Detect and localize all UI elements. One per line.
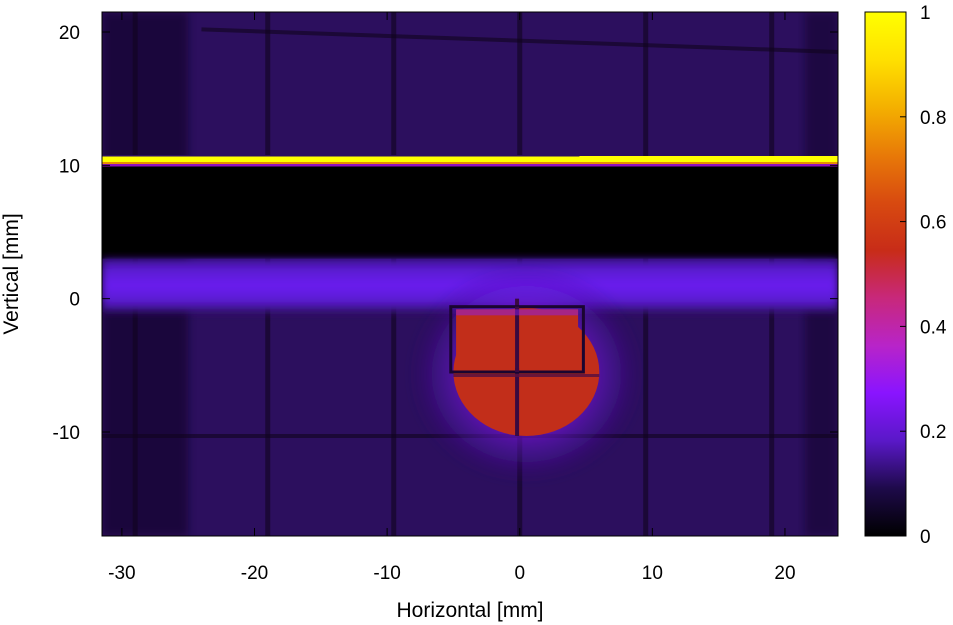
hot-spot-upper-glow xyxy=(456,309,579,316)
plot-border xyxy=(101,11,839,537)
y-tick-label-2: 10 xyxy=(59,156,80,177)
colorbar-tick-label-0: 0 xyxy=(920,527,931,548)
beam-line-lower-edge xyxy=(102,162,838,164)
hot-spot-horizontal-split xyxy=(453,374,600,377)
beam-line-halo xyxy=(102,164,838,167)
beam-line-step xyxy=(102,155,580,157)
x-tick-label-1: -20 xyxy=(241,563,268,584)
colorbar-tick-label-1: 0.2 xyxy=(920,422,946,443)
beam-line xyxy=(102,156,838,164)
colorbar-tick-label-5: 1 xyxy=(920,3,931,24)
y-tick-label-3: 20 xyxy=(59,23,80,44)
plot-frame xyxy=(101,11,839,537)
colorbar-tick-label-4: 0.8 xyxy=(920,108,946,129)
x-tick-label-5: 20 xyxy=(774,563,795,584)
y-tick-label-1: 0 xyxy=(69,290,80,311)
x-tick-label-4: 10 xyxy=(642,563,663,584)
x-tick-label-3: 0 xyxy=(514,563,525,584)
grid-shadow-slanted xyxy=(201,27,838,54)
y-tick-label-0: -10 xyxy=(53,423,80,444)
plot-area xyxy=(102,12,838,536)
colorbar-tick-label-3: 0.6 xyxy=(920,213,946,234)
x-tick-label-0: -30 xyxy=(108,563,135,584)
dark-band xyxy=(102,165,838,259)
axis-ticks: -30 -20 -10 0 10 20 -10 0 10 20 xyxy=(53,12,838,584)
colorbar-gradient xyxy=(864,11,907,537)
x-tick-label-2: -10 xyxy=(373,563,400,584)
colorbar-tick-label-2: 0.4 xyxy=(920,317,947,338)
colorbar: 0 0.2 0.4 0.6 0.8 1 xyxy=(864,3,947,548)
y-axis-label: Vertical [mm] xyxy=(0,213,23,334)
hot-spot-upper-split xyxy=(515,306,520,372)
x-axis-label: Horizontal [mm] xyxy=(396,599,543,622)
hot-spot xyxy=(449,298,600,436)
